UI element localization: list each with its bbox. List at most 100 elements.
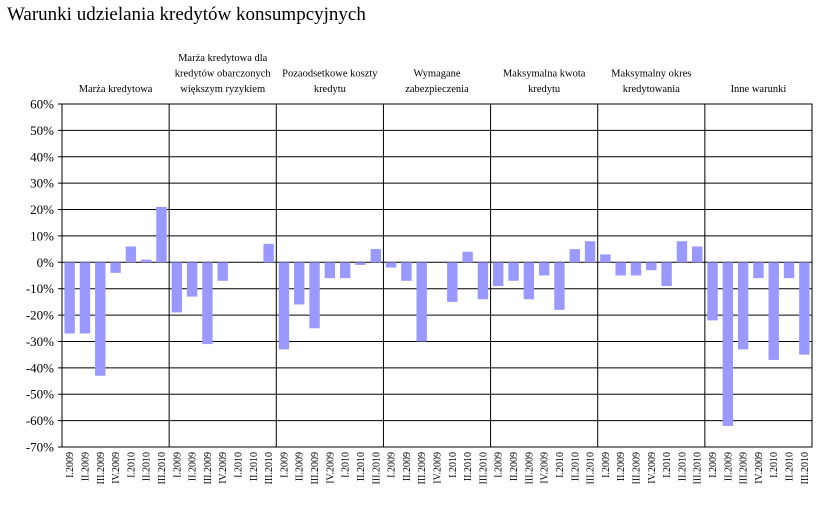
panel-label: Maksymalny okres (611, 69, 691, 80)
bar (294, 262, 305, 305)
x-tick-label: II.2010 (142, 452, 153, 481)
panel-label: Maksymalna kwota (503, 69, 586, 80)
bar (493, 262, 504, 287)
x-tick-label: III.2009 (203, 452, 214, 485)
bar (370, 249, 381, 263)
y-tick-label: -10% (26, 281, 54, 296)
y-tick-label: 30% (30, 176, 54, 191)
x-tick-label: IV.2009 (540, 452, 551, 484)
bar (508, 262, 519, 281)
x-tick-label: I.2010 (448, 452, 459, 478)
bar (799, 262, 810, 355)
x-tick-label: III.2010 (800, 452, 811, 485)
x-tick-label: I.2009 (601, 452, 612, 478)
x-tick-label: I.2010 (662, 452, 673, 478)
x-tick-label: IV.2009 (433, 452, 444, 484)
panel-dividers (168, 104, 706, 447)
x-tick-label: II.2010 (677, 452, 688, 481)
bars (64, 206, 810, 426)
bar (646, 262, 657, 271)
bar (95, 262, 106, 376)
panel-label: zabezpieczenia (405, 84, 469, 95)
bar (737, 262, 749, 350)
bar (692, 246, 703, 263)
bar (140, 259, 152, 263)
x-tick-label: I.2010 (769, 452, 780, 478)
y-tick-label: -50% (26, 387, 54, 402)
x-tick-label: IV.2009 (111, 452, 122, 484)
x-tick-label: I.2009 (172, 452, 183, 478)
x-tick-label: III.2009 (310, 452, 321, 485)
y-tick-label: -30% (26, 334, 54, 349)
x-tick-label: III.2009 (96, 452, 107, 485)
x-tick-label: II.2009 (509, 452, 520, 481)
x-tick-label: II.2009 (295, 452, 306, 481)
x-tick-label: IV.2009 (218, 452, 229, 484)
plot-border (61, 103, 813, 448)
x-tick-label: I.2009 (279, 452, 290, 478)
y-tick-label: -20% (26, 308, 54, 323)
panel-label: kredytowania (623, 84, 680, 95)
x-tick-label: I.2009 (494, 452, 505, 478)
x-tick-label: III.2010 (586, 452, 597, 485)
panel-label: Wymagane (413, 69, 461, 80)
bar (600, 254, 611, 263)
panel-label: kredytu (528, 84, 561, 95)
x-tick-label: I.2009 (387, 452, 398, 478)
x-tick-label: I.2010 (555, 452, 566, 478)
bar (355, 262, 366, 265)
x-tick-label: I.2009 (65, 452, 76, 478)
bar (538, 262, 550, 276)
bar (64, 262, 75, 334)
y-tick-label: -60% (26, 413, 54, 428)
bar (584, 241, 596, 263)
bar (309, 262, 320, 329)
bar (401, 262, 412, 281)
x-tick-label: II.2009 (188, 452, 199, 481)
bar (263, 243, 274, 263)
x-tick-label: III.2009 (739, 452, 750, 485)
bar (217, 262, 228, 281)
x-tick-label: IV.2009 (325, 452, 336, 484)
x-tick-label: I.2010 (341, 452, 352, 478)
bar (171, 262, 182, 313)
panel-labels: Marża kredytowa Marża kredytowa dla kredyt… (79, 53, 787, 95)
y-tick-label: -40% (26, 360, 54, 375)
x-tick-label: I.2009 (708, 452, 719, 478)
x-axis-labels: I.2009 II.2009 III.2009 IV.2009 I.2010 II.201… (65, 452, 811, 485)
bar (202, 262, 213, 345)
x-tick-label: II.2010 (785, 452, 796, 481)
x-tick-label: III.2010 (371, 452, 382, 485)
x-tick-label: IV.2009 (754, 452, 765, 484)
bar (554, 262, 565, 310)
bar (707, 262, 718, 321)
bar (722, 262, 734, 426)
panel-label: kredytów obarczonych (175, 69, 272, 80)
x-tick-label: III.2010 (693, 452, 704, 485)
bar (676, 241, 688, 263)
panel-label: Pozaodsetkowe koszty (282, 69, 378, 80)
bar (783, 262, 795, 279)
bar (339, 262, 351, 279)
bar (569, 249, 580, 263)
panel-label: Marża kredytowa (79, 84, 153, 95)
y-tick-label: 60% (30, 97, 54, 112)
x-tick-label: II.2009 (80, 452, 91, 481)
y-tick-label: -70% (26, 440, 54, 455)
y-tick-label: 50% (30, 123, 54, 138)
panel-label: kredytu (314, 84, 347, 95)
bar (615, 262, 626, 276)
x-tick-label: III.2009 (631, 452, 642, 485)
bar (447, 262, 458, 302)
y-axis-labels: 60% 50% 40% 30% 20% 10% 0% -10% -20% -30% -40% -50%… (26, 97, 54, 455)
y-tick-label: 0% (37, 255, 55, 270)
bar (156, 206, 167, 263)
y-tick-label: 10% (30, 228, 54, 243)
x-tick-label: III.2010 (264, 452, 275, 485)
y-tick-label: 20% (30, 202, 54, 217)
y-tick-label: 40% (30, 149, 54, 164)
bar (79, 262, 91, 334)
x-tick-label: III.2010 (478, 452, 489, 485)
x-tick-label: III.2009 (417, 452, 428, 485)
